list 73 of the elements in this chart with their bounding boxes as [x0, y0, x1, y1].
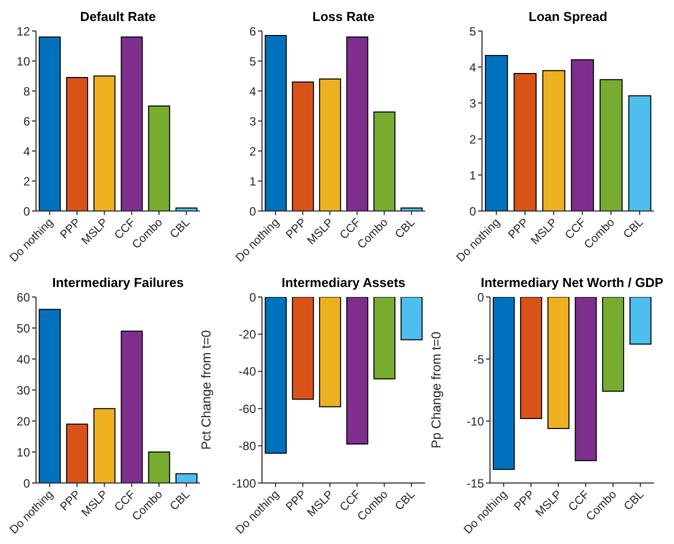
y-tick-label: 1: [469, 168, 476, 182]
y-axis-title: Pct Change from t=0: [198, 330, 214, 450]
y-tick-label: 60: [16, 290, 30, 304]
y-tick-label: 1: [249, 174, 256, 188]
y-tick-label: 0: [249, 204, 256, 218]
y-tick-label: 5: [469, 24, 476, 38]
bar: [264, 35, 287, 211]
y-tick-label: 4: [249, 84, 256, 98]
y-tick-label: 4: [23, 144, 30, 158]
y-tick-label: 6: [249, 24, 256, 38]
bar: [120, 36, 143, 211]
bar: [148, 106, 170, 211]
x-tick-label: CBL: [168, 488, 193, 513]
y-tick-label: 10: [16, 445, 30, 460]
y-tick-label: 8: [23, 84, 30, 98]
y-tick-label: 0: [469, 204, 476, 218]
chart-title: Intermediary Net Worth / GDP: [480, 275, 664, 290]
bar: [570, 59, 594, 211]
y-tick-label: 0: [249, 290, 256, 304]
bar: [542, 70, 566, 211]
y-tick-label: -15: [466, 476, 484, 490]
bar: [175, 473, 198, 483]
y-tick-label: 2: [469, 132, 476, 146]
bar: [120, 330, 143, 483]
bar: [93, 408, 116, 483]
bar: [484, 54, 508, 211]
chart-title: Default Rate: [79, 9, 157, 24]
y-tick-label: 6: [23, 114, 30, 128]
y-tick-label: -20: [238, 327, 256, 342]
y-tick-label: 10: [16, 54, 30, 68]
x-tick-label: CBL: [621, 216, 646, 241]
bar: [66, 424, 88, 483]
x-tick-label: CBL: [168, 216, 193, 241]
y-tick-label: -80: [238, 439, 256, 454]
chart-title: Intermediary Assets: [280, 275, 406, 290]
y-tick-label: 3: [249, 114, 256, 128]
x-tick-label: CBL: [393, 488, 418, 513]
y-tick-label: 5: [249, 54, 256, 68]
bar: [38, 36, 61, 211]
y-tick-label: -60: [238, 402, 256, 416]
y-tick-label: -10: [466, 414, 484, 428]
y-tick-label: -100: [232, 476, 256, 490]
y-tick-label: 4: [469, 60, 476, 74]
y-tick-label: 2: [249, 144, 256, 158]
chart-title: Loss Rate: [311, 9, 376, 24]
chart-title: Loan Spread: [528, 9, 608, 24]
y-tick-label: -40: [238, 364, 256, 379]
bar: [346, 36, 368, 211]
bar: [148, 452, 170, 483]
bar: [628, 95, 652, 211]
y-tick-label: 3: [469, 96, 476, 110]
y-tick-label: 0: [23, 476, 30, 490]
y-tick-label: -5: [473, 352, 484, 366]
y-tick-label: 12: [16, 24, 30, 38]
chart-title: Intermediary Failures: [51, 275, 185, 290]
bar: [514, 72, 537, 211]
bar: [38, 308, 61, 483]
y-tick-label: 0: [23, 204, 30, 218]
y-tick-label: 30: [16, 383, 30, 398]
x-tick-label: CBL: [393, 216, 418, 241]
bar: [373, 112, 396, 211]
bar: [66, 77, 88, 211]
y-tick-label: 2: [23, 174, 30, 188]
bar: [93, 76, 116, 211]
y-tick-label: 50: [16, 321, 30, 336]
y-tick-label: 20: [16, 414, 30, 428]
bar: [319, 78, 342, 211]
y-tick-label: 0: [477, 290, 484, 304]
y-axis-title: Pp Change from t=0: [428, 332, 444, 448]
bar: [600, 79, 623, 211]
x-tick-label: CBL: [622, 488, 647, 513]
bar: [292, 82, 314, 211]
y-tick-label: 40: [16, 352, 30, 366]
